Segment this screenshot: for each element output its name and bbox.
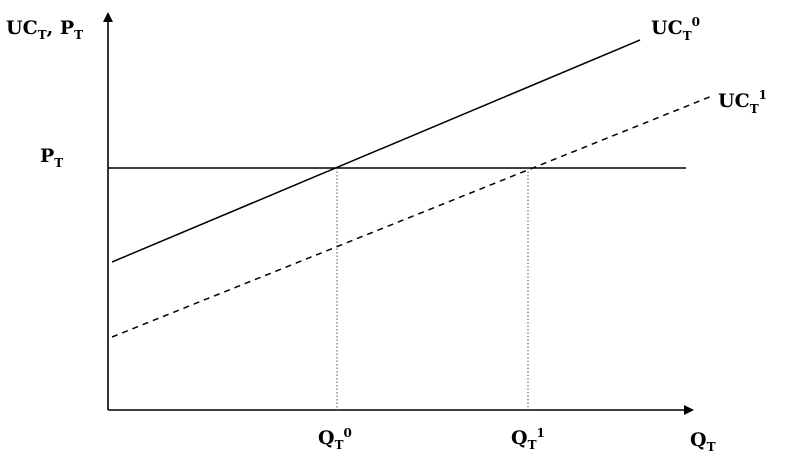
uc1-label: UCT1 [718, 88, 767, 116]
uc1-curve [111, 95, 713, 338]
q1-label: QT1 [511, 426, 545, 452]
y-axis-label: UCT, PT [6, 17, 83, 42]
uc0-curve [111, 39, 641, 263]
uc0-label: UCT0 [651, 15, 700, 43]
x-axis-label: QT [690, 429, 716, 454]
price-label: PT [40, 145, 63, 170]
q0-label: QT0 [318, 426, 352, 452]
